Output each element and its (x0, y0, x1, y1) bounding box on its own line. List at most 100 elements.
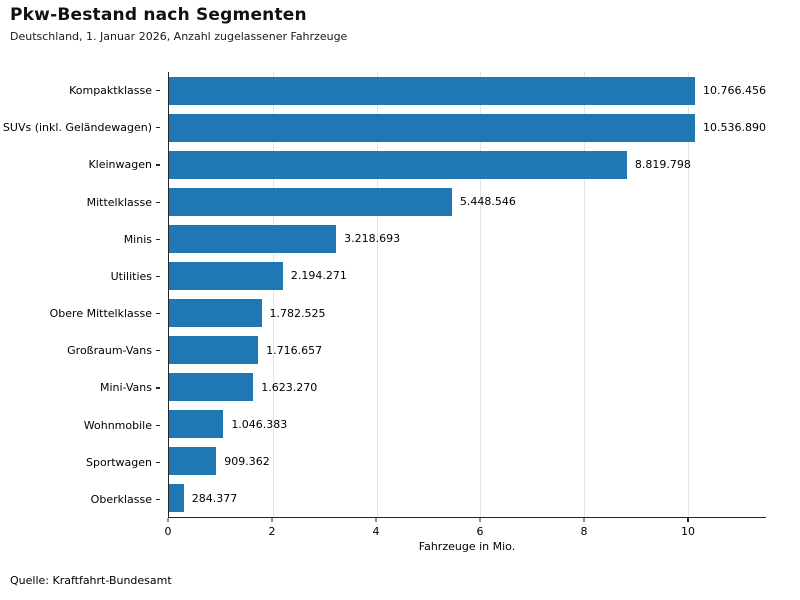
y-tick-mark (156, 164, 160, 166)
x-tick: 6 (477, 518, 484, 538)
bar-row: 2.194.271 (169, 257, 766, 294)
bar-row: 284.377 (169, 480, 766, 517)
ylabel-row: Oberklasse (0, 481, 160, 518)
bar-value-label: 1.623.270 (261, 380, 318, 394)
bar (169, 150, 627, 179)
category-label: Minis (123, 232, 152, 246)
bar-value-label: 8.819.798 (634, 158, 691, 172)
y-tick-mark (156, 461, 160, 463)
bar (169, 261, 283, 290)
bar-value-label: 10.536.890 (703, 121, 766, 135)
bar-row: 1.623.270 (169, 369, 766, 406)
bar (169, 224, 337, 253)
ylabel-row: Mittelklasse (0, 184, 160, 221)
ylabel-row: Großraum-Vans (0, 332, 160, 369)
chart-title: Pkw-Bestand nach Segmenten (10, 5, 307, 25)
y-tick-mark (156, 238, 160, 240)
y-tick-mark (156, 201, 160, 203)
bar-value-label: 1.782.525 (269, 306, 326, 320)
bar-row: 3.218.693 (169, 220, 766, 257)
gridline (688, 72, 690, 517)
x-tick-mark (375, 518, 377, 522)
bar (169, 299, 262, 327)
category-label: Oberklasse (90, 492, 152, 506)
bar-value-label: 1.716.657 (266, 343, 323, 357)
x-tick-label: 0 (164, 525, 172, 538)
ylabel-row: Kompaktklasse (0, 72, 160, 109)
bar-row: 8.819.798 (169, 146, 766, 183)
bar-value-label: 284.377 (191, 491, 238, 505)
x-tick-label: 2 (268, 525, 276, 538)
plot-area: 10.766.456 10.536.890 8.819.798 5.448.546 3.… (168, 72, 766, 518)
x-tick-mark (271, 518, 273, 522)
category-label: Mini-Vans (99, 381, 152, 395)
y-tick-mark (156, 275, 160, 278)
bar-row: 1.046.383 (169, 406, 766, 443)
ylabel-row: SUVs (inkl. Geländewagen) (0, 109, 160, 146)
y-tick-mark (156, 350, 160, 352)
y-tick-mark (156, 313, 160, 315)
x-tick: 10 (681, 518, 695, 538)
x-tick: 0 (165, 518, 172, 538)
category-label: Kleinwagen (88, 158, 152, 172)
y-tick-mark (156, 498, 160, 501)
x-tick: 4 (373, 518, 380, 538)
x-axis-ticks: 0 2 4 6 8 10 (165, 518, 766, 544)
ylabel-row: Mini-Vans (0, 369, 160, 406)
bar (169, 113, 696, 142)
bar (169, 447, 217, 476)
y-tick-mark (156, 89, 160, 92)
gridline (480, 72, 482, 517)
category-label: Mittelklasse (86, 195, 152, 209)
bar (169, 336, 259, 365)
x-axis-label: Fahrzeuge in Mio. (418, 540, 516, 553)
x-tick-mark (687, 518, 689, 522)
y-tick-mark (156, 127, 160, 129)
category-label: Großraum-Vans (67, 344, 152, 358)
bar-row: 1.716.657 (169, 332, 766, 369)
x-tick: 2 (269, 518, 276, 538)
bars-container: 10.766.456 10.536.890 8.819.798 5.448.546 3.… (169, 72, 766, 517)
category-label: Kompaktklasse (69, 84, 152, 98)
x-tick-label: 10 (681, 525, 695, 538)
ylabel-row: Wohnmobile (0, 407, 160, 444)
category-label: SUVs (inkl. Geländewagen) (2, 121, 152, 135)
source-note: Quelle: Kraftfahrt-Bundesamt (10, 574, 172, 587)
category-label: Wohnmobile (83, 418, 152, 432)
y-axis-category-labels: Kompaktklasse SUVs (inkl. Geländewagen) Kl… (0, 72, 160, 518)
chart-subtitle: Deutschland, 1. Januar 2026, Anzahl zuge… (10, 30, 348, 43)
bar-row: 10.766.456 (169, 72, 766, 109)
bar-row: 10.536.890 (169, 109, 766, 146)
bar-value-label: 10.766.456 (703, 84, 766, 98)
bar (169, 410, 224, 439)
gridline (584, 72, 586, 517)
bar-value-label: 1.046.383 (231, 417, 288, 431)
bar-value-label: 5.448.546 (459, 195, 516, 209)
ylabel-row: Kleinwagen (0, 146, 160, 183)
ylabel-row: Sportwagen (0, 444, 160, 481)
x-tick-label: 8 (580, 525, 588, 538)
bar (169, 373, 254, 402)
bar-value-label: 909.362 (224, 454, 270, 468)
bar-value-label: 3.218.693 (344, 232, 401, 246)
category-label: Obere Mittelklasse (49, 307, 152, 321)
bar-row: 5.448.546 (169, 183, 766, 220)
gridline (272, 72, 274, 517)
bar (169, 187, 452, 216)
y-tick-mark (156, 424, 160, 426)
ylabel-row: Utilities (0, 258, 160, 295)
ylabel-row: Obere Mittelklasse (0, 295, 160, 332)
gridline (376, 72, 378, 517)
y-tick-mark (156, 387, 160, 389)
x-tick-mark (479, 518, 481, 522)
bar-row: 1.782.525 (169, 294, 766, 331)
category-label: Sportwagen (86, 455, 152, 469)
bar (169, 76, 696, 105)
x-tick: 8 (581, 518, 588, 538)
ylabel-row: Minis (0, 221, 160, 258)
x-tick-mark (167, 518, 169, 522)
bar-row: 909.362 (169, 443, 766, 480)
bar-value-label: 2.194.271 (290, 269, 347, 283)
x-tick-label: 4 (372, 525, 380, 538)
